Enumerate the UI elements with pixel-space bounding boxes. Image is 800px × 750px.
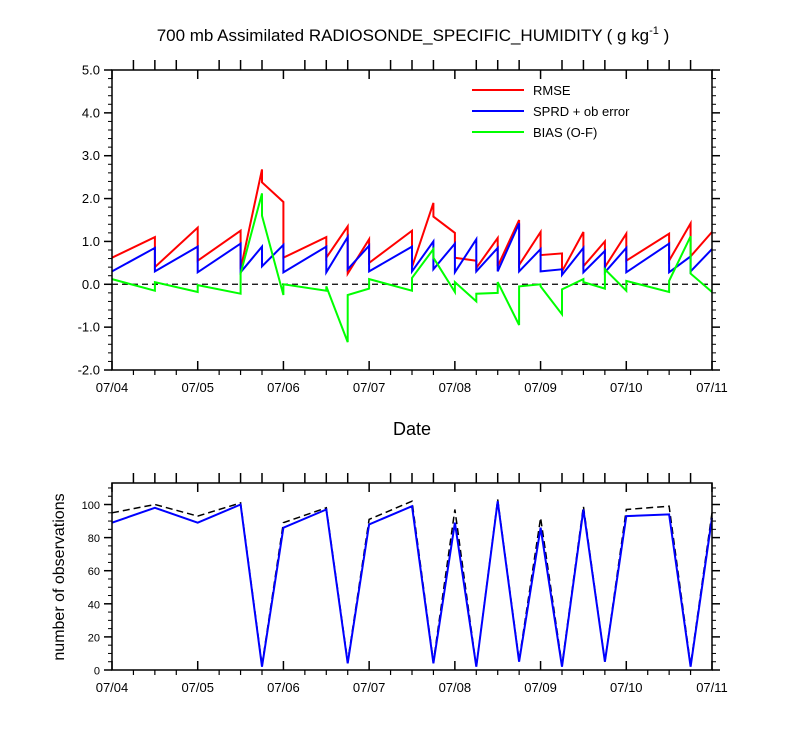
y-tick-label: -1.0 [78, 320, 100, 335]
chart-title-units: ( g kg [607, 26, 650, 45]
y-tick-label: 0 [94, 666, 100, 678]
y-tick-label: 40 [88, 599, 100, 611]
x-tick-label: 07/07 [353, 680, 386, 695]
x-tick-label: 07/06 [267, 680, 300, 695]
series-line-assimilated-observations [111, 501, 713, 667]
top-series-lines [111, 169, 713, 343]
x-tick-label: 07/08 [439, 680, 472, 695]
x-tick-label: 07/08 [439, 380, 472, 395]
top-axis-tick-labels: 07/04 07/05 07/06 07/07 07/08 07/09 07/10 07/11… [78, 63, 728, 396]
y-tick-label: 0.0 [82, 277, 100, 292]
y-tick-label: 1.0 [82, 234, 100, 249]
chart-title-units-exponent: -1 [649, 25, 659, 37]
top-panel: 07/04 07/05 07/06 07/07 07/08 07/09 07/10 07/11… [78, 60, 728, 439]
y-tick-label: 20 [88, 632, 100, 644]
y-tick-label: 100 [82, 500, 100, 512]
chart-title-main: 700 mb Assimilated RADIOSONDE_SPECIFIC_H… [157, 26, 603, 45]
y-tick-label: 80 [88, 533, 100, 545]
x-tick-label: 07/05 [181, 680, 214, 695]
bottom-panel: 07/04 07/05 07/06 07/07 07/08 07/09 07/10 07/11… [51, 473, 728, 695]
bottom-series-lines [111, 499, 713, 667]
x-tick-label: 07/09 [524, 380, 557, 395]
x-tick-label: 07/11 [696, 680, 728, 695]
chart-title: 700 mb Assimilated RADIOSONDE_SPECIFIC_H… [157, 25, 670, 45]
x-tick-label: 07/04 [96, 380, 129, 395]
legend-label: SPRD + ob error [533, 104, 630, 119]
x-tick-label: 07/06 [267, 380, 300, 395]
x-tick-label: 07/11 [696, 380, 728, 395]
legend-label: RMSE [533, 83, 571, 98]
bottom-axis-tick-labels: 07/04 07/05 07/06 07/07 07/08 07/09 07/10 07/11… [82, 500, 728, 695]
y-tick-label: 3.0 [82, 148, 100, 163]
y-tick-label: 5.0 [82, 63, 100, 78]
x-tick-label: 07/10 [610, 680, 643, 695]
bottom-y-axis-label: number of observations [51, 493, 68, 660]
bottom-axis-ticks [104, 473, 720, 675]
chart-title-units-close: ) [659, 26, 669, 45]
x-tick-label: 07/10 [610, 380, 643, 395]
y-tick-label: -2.0 [78, 363, 100, 378]
y-tick-label: 4.0 [82, 105, 100, 120]
x-tick-label: 07/05 [181, 380, 214, 395]
legend: RMSE SPRD + ob error BIAS (O-F) [472, 83, 630, 140]
x-tick-label: 07/07 [353, 380, 386, 395]
top-axis-ticks [104, 60, 720, 375]
legend-label: BIAS (O-F) [533, 125, 597, 140]
y-tick-label: 2.0 [82, 191, 100, 206]
y-tick-label: 60 [88, 566, 100, 578]
series-line-total-observations [111, 499, 713, 667]
x-tick-label: 07/09 [524, 680, 557, 695]
top-x-axis-label: Date [393, 419, 431, 439]
series-line-bias-o-f [111, 193, 713, 343]
x-tick-label: 07/04 [96, 680, 129, 695]
